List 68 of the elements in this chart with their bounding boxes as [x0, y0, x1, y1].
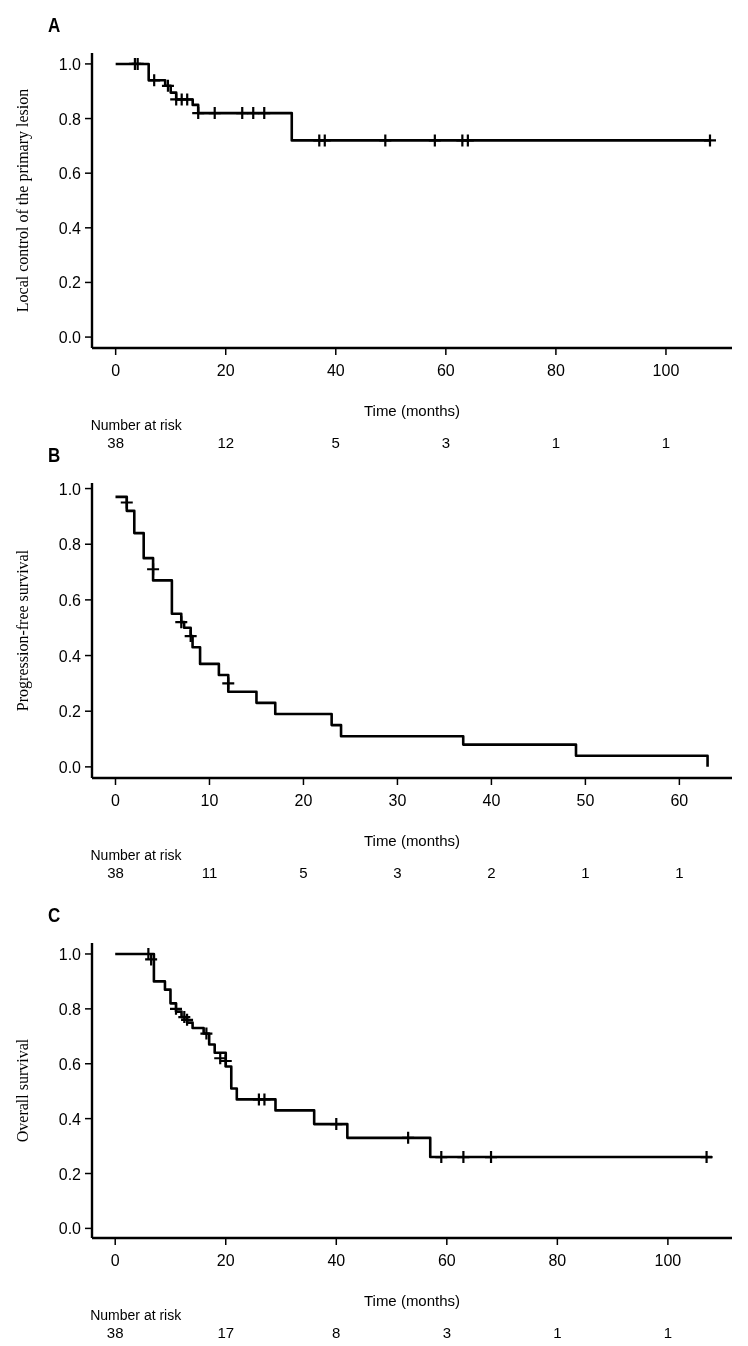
y-tick-label: 0.4	[58, 1110, 82, 1128]
x-tick-label: 100	[652, 362, 680, 379]
y-tick-label: 0.2	[58, 703, 82, 721]
x-tick-label: 30	[388, 792, 407, 809]
y-tick-label: 0.8	[58, 1000, 82, 1018]
y-tick-label: 0.6	[58, 591, 82, 609]
text: 5	[299, 864, 308, 881]
y-axis-title: Progression-free survival	[14, 549, 32, 712]
text: 2	[487, 864, 496, 881]
text: 38	[107, 864, 124, 881]
y-tick-label: 1.0	[58, 945, 82, 963]
x-tick-label: 40	[327, 1252, 346, 1269]
y-axis-title: Local control of the primary lesion	[14, 88, 32, 313]
text: 38	[106, 1324, 124, 1341]
text: 12	[217, 434, 235, 451]
y-tick-label: 0.8	[58, 110, 82, 128]
x-tick-label: 40	[326, 362, 345, 379]
text: Number at risk	[90, 1307, 183, 1323]
x-axis-title: Time (months)	[363, 1292, 461, 1309]
x-tick-label: 50	[576, 792, 595, 809]
x-tick-label: 80	[547, 362, 565, 379]
y-tick-label: 0.0	[58, 329, 82, 347]
y-tick-label: 0.4	[58, 647, 82, 665]
x-tick-label: 60	[670, 792, 689, 809]
text: 1	[553, 1324, 562, 1341]
x-axis-title: Time (months)	[363, 402, 461, 419]
y-tick-label: 0.8	[58, 536, 82, 554]
x-axis-title: Time (months)	[363, 832, 461, 849]
y-tick-label: 1.0	[58, 480, 82, 498]
text: 5	[331, 434, 340, 451]
text: 38	[107, 434, 125, 451]
y-tick-label: 0.6	[58, 165, 82, 183]
text: 1	[581, 864, 590, 881]
y-tick-label: 0.0	[58, 758, 82, 776]
text: 3	[441, 434, 451, 451]
x-tick-label: 0	[111, 362, 121, 379]
text: 8	[332, 1324, 341, 1341]
y-axis-title: Overall survival	[14, 1038, 31, 1143]
text: 3	[442, 1324, 451, 1341]
chart-title: B	[48, 443, 61, 467]
y-tick-label: 1.0	[58, 55, 82, 73]
chart-title: C	[48, 903, 61, 927]
text: Number at risk	[90, 847, 183, 863]
x-tick-label: 0	[110, 1252, 120, 1269]
text: 11	[201, 864, 218, 881]
text: 1	[551, 434, 561, 451]
text: 3	[393, 864, 402, 881]
x-tick-label: 20	[216, 1252, 235, 1269]
chart-title: A	[48, 13, 61, 37]
x-tick-label: 10	[200, 792, 219, 809]
x-tick-label: 40	[482, 792, 501, 809]
text: 1	[663, 1324, 673, 1341]
y-tick-label: 0.2	[58, 1165, 82, 1183]
y-tick-label: 0.2	[58, 274, 82, 292]
x-tick-label: 20	[294, 792, 313, 809]
text: 17	[217, 1324, 235, 1341]
x-tick-label: 0	[111, 792, 121, 809]
x-tick-label: 60	[436, 362, 455, 379]
y-tick-label: 0.6	[58, 1055, 82, 1073]
text: 1	[675, 864, 684, 881]
text: Number at risk	[90, 417, 183, 433]
text: 1	[661, 434, 671, 451]
y-tick-label: 0.0	[58, 1220, 82, 1238]
y-tick-label: 0.4	[58, 219, 82, 237]
x-tick-label: 100	[654, 1252, 682, 1269]
x-tick-label: 80	[548, 1252, 567, 1269]
x-tick-label: 20	[216, 362, 235, 379]
x-tick-label: 60	[437, 1252, 456, 1269]
